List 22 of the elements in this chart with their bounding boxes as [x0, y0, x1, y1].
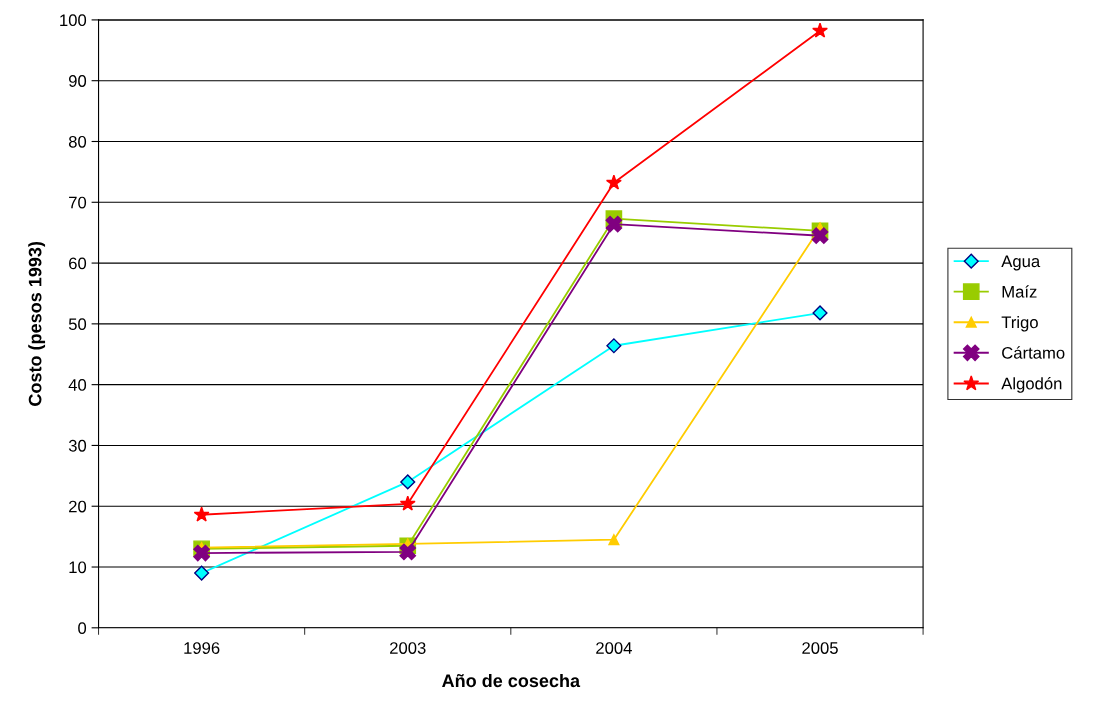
- y-tick-label: 90: [68, 75, 87, 87]
- x-tick-label: 2003: [390, 642, 426, 654]
- legend-label: Algodón: [1001, 377, 1062, 393]
- legend-label: Maíz: [1002, 285, 1037, 298]
- y-tick-label: 30: [68, 439, 87, 452]
- x-tick-label: 2005: [802, 642, 838, 654]
- y-tick-label: 40: [68, 379, 87, 391]
- y-tick-label: 10: [69, 561, 87, 574]
- y-tick-label: 20: [69, 500, 87, 513]
- x-tick-label: 2004: [596, 642, 632, 654]
- y-tick-label: 100: [60, 14, 87, 27]
- y-tick-label: 0: [78, 622, 87, 635]
- y-tick-label: 70: [69, 196, 87, 209]
- y-axis-title: Costo (pesos 1993): [28, 241, 46, 406]
- legend-label: Cártamo: [1002, 346, 1065, 359]
- y-tick-label: 80: [68, 135, 87, 148]
- x-axis-title: Año de cosecha: [442, 673, 581, 688]
- x-tick-label: 1996: [184, 642, 220, 654]
- y-tick-label: 50: [68, 318, 87, 331]
- y-tick-label: 60: [69, 257, 87, 270]
- legend-label: Trigo: [1001, 315, 1038, 332]
- legend-label: Agua: [1001, 255, 1041, 271]
